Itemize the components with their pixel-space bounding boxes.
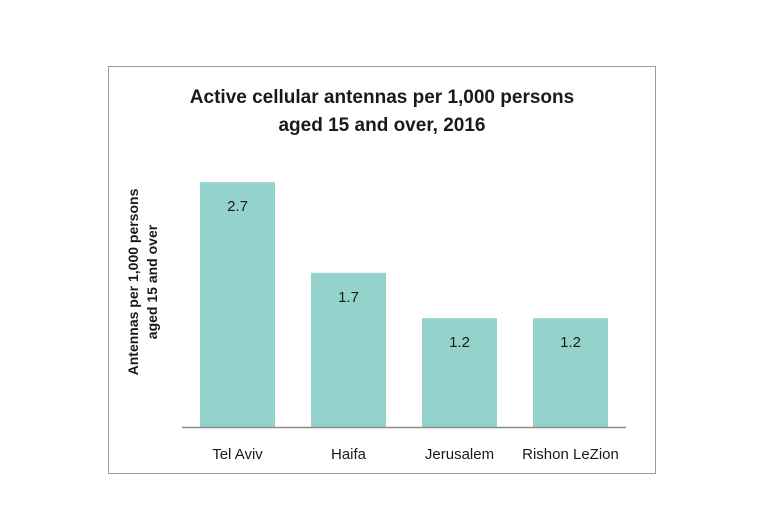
chart-title-line-1: Active cellular antennas per 1,000 perso…: [189, 87, 575, 108]
chart-title: Active cellular antennas per 1,000 perso…: [108, 84, 656, 140]
chart-title-line-2: aged 15 and over, 2016: [278, 115, 486, 136]
data-label-3: 1.2: [560, 334, 581, 351]
bar-0: [200, 182, 275, 427]
data-label-1: 1.7: [338, 289, 359, 306]
data-label-2: 1.2: [449, 334, 470, 351]
category-label-0: Tel Aviv: [212, 446, 263, 463]
data-label-0: 2.7: [227, 198, 248, 215]
bar-1: [311, 272, 386, 427]
category-label-1: Haifa: [331, 446, 367, 463]
category-label-3: Rishon LeZion: [522, 446, 619, 463]
bar-3: [533, 318, 608, 427]
category-label-2: Jerusalem: [425, 446, 494, 463]
bar-2: [422, 318, 497, 427]
